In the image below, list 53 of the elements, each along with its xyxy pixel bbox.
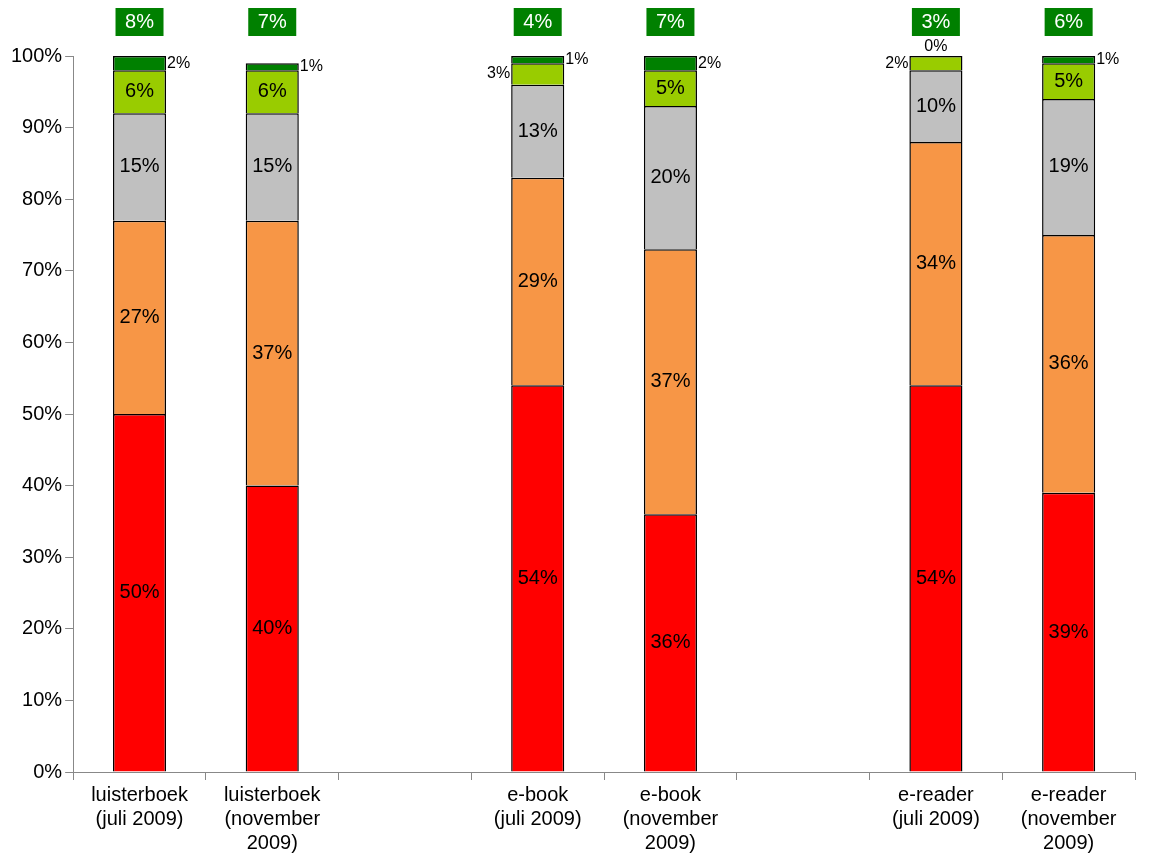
y-tick-label: 20% xyxy=(22,616,63,639)
data-label: 20% xyxy=(650,165,691,188)
data-label: 2% xyxy=(885,53,909,71)
data-label: 2% xyxy=(167,53,191,71)
y-tick-label: 90% xyxy=(22,115,63,138)
text: 8% xyxy=(125,9,155,32)
data-label: 6% xyxy=(125,79,155,102)
data-label: 54% xyxy=(915,565,957,588)
data-label: 0% xyxy=(924,37,948,55)
data-label: 13% xyxy=(517,118,558,141)
x-tick-label: e-book (november 2009) xyxy=(622,782,719,853)
text: 3% xyxy=(921,9,951,32)
data-label: 19% xyxy=(1048,154,1089,177)
data-label: 5% xyxy=(655,75,686,98)
x-tick-label: luisterboek (juli 2009) xyxy=(91,782,189,829)
y-tick-label: 30% xyxy=(22,544,63,567)
text: 7% xyxy=(655,9,686,32)
data-label: 37% xyxy=(252,340,293,363)
data-label: 54% xyxy=(517,565,558,588)
y-tick-label: 80% xyxy=(22,186,63,209)
text: 4% xyxy=(523,9,553,32)
data-label: 27% xyxy=(119,304,160,327)
x-tick-label: e-book (juli 2009) xyxy=(493,782,582,829)
data-label: 34% xyxy=(915,251,957,274)
data-label: 2% xyxy=(697,53,722,71)
data-label: 5% xyxy=(1054,68,1084,91)
text: 7% xyxy=(257,9,287,32)
y-tick-label: 70% xyxy=(22,258,63,281)
data-label: 6% xyxy=(257,79,287,102)
x-tick-label: e-reader (juli 2009) xyxy=(891,782,980,829)
x-tick-label: e-reader (november 2009) xyxy=(1020,782,1117,853)
y-tick-label: 0% xyxy=(33,759,63,782)
y-tick-label: 50% xyxy=(22,401,63,424)
data-label: 36% xyxy=(650,630,691,653)
data-label: 36% xyxy=(1048,351,1089,374)
data-label: 1% xyxy=(299,57,323,75)
data-label: 10% xyxy=(915,93,957,116)
data-label: 39% xyxy=(1048,619,1089,642)
data-label: 1% xyxy=(565,49,589,67)
text: 6% xyxy=(1054,9,1084,32)
data-label: 37% xyxy=(650,369,691,392)
data-label: 40% xyxy=(252,616,293,639)
data-label: 15% xyxy=(119,154,160,177)
y-tick-label: 10% xyxy=(22,687,63,710)
x-tick-label: luisterboek (november 2009) xyxy=(223,782,322,853)
y-tick-label: 60% xyxy=(22,329,63,352)
data-label: 3% xyxy=(487,64,511,82)
y-tick-label: 40% xyxy=(22,473,63,496)
data-label: 29% xyxy=(517,269,558,292)
data-label: 1% xyxy=(1096,49,1120,67)
data-label: 15% xyxy=(252,154,293,177)
data-label: 50% xyxy=(119,580,160,603)
y-tick-label: 100% xyxy=(11,43,63,66)
